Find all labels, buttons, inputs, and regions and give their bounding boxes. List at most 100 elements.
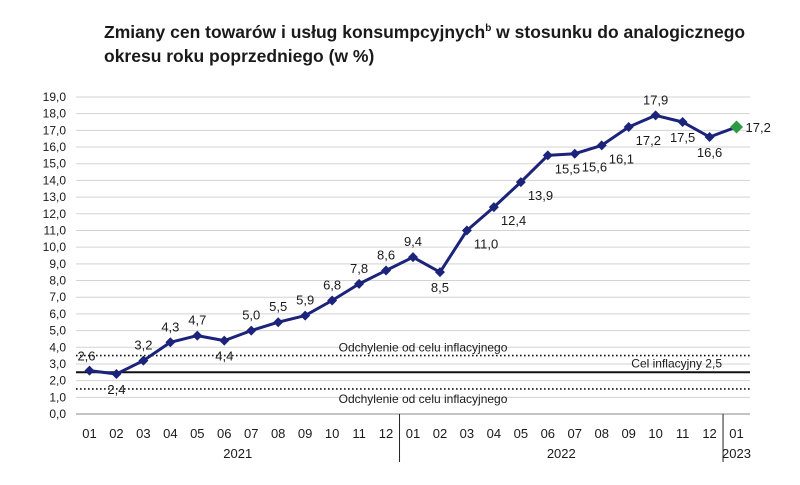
chart-title: Zmiany cen towarów i usług konsumpcyjnyc… xyxy=(104,17,784,68)
year-label-2023: 2023 xyxy=(722,446,751,461)
data-label-11: 8,6 xyxy=(377,248,395,263)
data-point-2 xyxy=(138,355,149,366)
data-label-23: 16,6 xyxy=(697,145,722,160)
data-label-9: 6,8 xyxy=(323,278,341,293)
data-point-13 xyxy=(434,267,445,278)
x-tick-label-10: 11 xyxy=(352,426,366,441)
data-point-18 xyxy=(569,148,580,159)
x-tick-label-16: 05 xyxy=(514,426,528,441)
x-tick-label-1: 02 xyxy=(109,426,123,441)
x-tick-label-2: 03 xyxy=(136,426,150,441)
year-label-2022: 2022 xyxy=(547,446,576,461)
data-point-9 xyxy=(327,295,338,306)
x-tick-label-18: 07 xyxy=(568,426,582,441)
x-tick-label-22: 11 xyxy=(676,426,690,441)
data-label-7: 5,5 xyxy=(269,299,287,314)
data-point-0 xyxy=(84,365,95,376)
data-label-16: 13,9 xyxy=(528,188,553,203)
data-point-11 xyxy=(381,265,392,276)
data-label-13: 8,5 xyxy=(431,280,449,295)
data-point-22 xyxy=(677,117,688,128)
y-tick-label-15: 15,0 xyxy=(43,157,67,171)
data-point-14 xyxy=(461,225,472,236)
data-label-4: 4,7 xyxy=(188,313,206,328)
data-point-21 xyxy=(650,110,661,121)
inflation-target-label: Cel inflacyjny 2,5 xyxy=(631,356,722,370)
target-deviation-label-1: Odchylenie od celu inflacyjnego xyxy=(339,341,508,355)
data-point-20 xyxy=(623,122,634,133)
x-tick-label-11: 12 xyxy=(379,426,393,441)
data-label-12: 9,4 xyxy=(404,234,422,249)
data-point-3 xyxy=(165,337,176,348)
data-label-5: 4,4 xyxy=(215,349,233,364)
data-point-17 xyxy=(542,150,553,161)
x-tick-label-24: 01 xyxy=(729,426,743,441)
y-tick-label-19: 19,0 xyxy=(43,90,67,104)
y-tick-label-9: 9,0 xyxy=(49,257,66,271)
data-label-20: 17,2 xyxy=(636,133,661,148)
data-point-4 xyxy=(192,330,203,341)
target-deviation-label-2: Odchylenie od celu inflacyjnego xyxy=(339,392,508,406)
data-label-6: 5,0 xyxy=(242,308,260,323)
data-label-22: 17,5 xyxy=(670,130,695,145)
x-tick-label-21: 10 xyxy=(648,426,662,441)
x-tick-label-20: 09 xyxy=(621,426,635,441)
data-point-5 xyxy=(219,335,230,346)
x-tick-label-0: 01 xyxy=(82,426,96,441)
data-label-15: 12,4 xyxy=(501,213,526,228)
data-label-21: 17,9 xyxy=(643,92,668,107)
y-tick-label-18: 18,0 xyxy=(43,107,67,121)
data-point-24 xyxy=(730,120,744,134)
data-label-14: 11,0 xyxy=(474,236,498,251)
data-label-18: 15,6 xyxy=(582,160,607,175)
x-tick-label-4: 05 xyxy=(190,426,204,441)
y-tick-label-8: 8,0 xyxy=(49,274,66,288)
y-tick-label-3: 3,0 xyxy=(49,357,66,371)
data-point-15 xyxy=(488,202,499,213)
data-point-1 xyxy=(111,368,122,379)
chart-title-part-2: w stosunku do analogicznego okresu roku … xyxy=(104,22,746,66)
data-point-10 xyxy=(354,278,365,289)
data-point-8 xyxy=(300,310,311,321)
data-point-6 xyxy=(246,325,257,336)
y-tick-label-13: 13,0 xyxy=(43,190,67,204)
data-point-12 xyxy=(408,252,418,263)
x-tick-label-23: 12 xyxy=(702,426,716,441)
data-label-8: 5,9 xyxy=(296,293,314,308)
x-tick-label-17: 06 xyxy=(541,426,555,441)
data-point-16 xyxy=(515,177,526,188)
y-tick-label-16: 16,0 xyxy=(43,140,67,154)
y-tick-label-1: 1,0 xyxy=(49,390,66,404)
data-label-2: 3,2 xyxy=(134,338,152,353)
y-tick-label-4: 4,0 xyxy=(49,340,66,354)
y-tick-label-10: 10,0 xyxy=(43,240,67,254)
data-label-0: 2,6 xyxy=(77,349,95,364)
y-tick-label-17: 17,0 xyxy=(43,123,67,137)
data-label-3: 4,3 xyxy=(161,319,179,334)
y-tick-label-12: 12,0 xyxy=(43,207,67,221)
y-tick-label-6: 6,0 xyxy=(49,307,66,321)
x-tick-label-9: 10 xyxy=(325,426,339,441)
y-tick-label-14: 14,0 xyxy=(43,173,67,187)
x-tick-label-14: 03 xyxy=(460,426,474,441)
data-label-24: 17,2 xyxy=(746,120,771,135)
data-label-1: 2,4 xyxy=(107,382,125,397)
x-tick-label-6: 07 xyxy=(244,426,258,441)
data-point-19 xyxy=(596,140,607,151)
y-tick-label-5: 5,0 xyxy=(49,324,66,338)
x-tick-label-3: 04 xyxy=(163,426,177,441)
x-tick-label-12: 01 xyxy=(406,426,420,441)
x-tick-label-5: 06 xyxy=(217,426,231,441)
data-label-10: 7,8 xyxy=(350,261,368,276)
y-tick-label-2: 2,0 xyxy=(49,374,66,388)
data-point-7 xyxy=(273,317,284,328)
chart-title-part-1: Zmiany cen towarów i usług konsumpcyjnyc… xyxy=(104,22,486,42)
y-tick-label-11: 11,0 xyxy=(44,223,67,237)
x-tick-label-13: 02 xyxy=(433,426,447,441)
x-tick-label-8: 09 xyxy=(298,426,312,441)
data-point-23 xyxy=(704,132,715,143)
y-tick-label-7: 7,0 xyxy=(49,290,66,304)
data-label-19: 16,1 xyxy=(609,151,634,166)
x-tick-label-15: 04 xyxy=(487,426,501,441)
